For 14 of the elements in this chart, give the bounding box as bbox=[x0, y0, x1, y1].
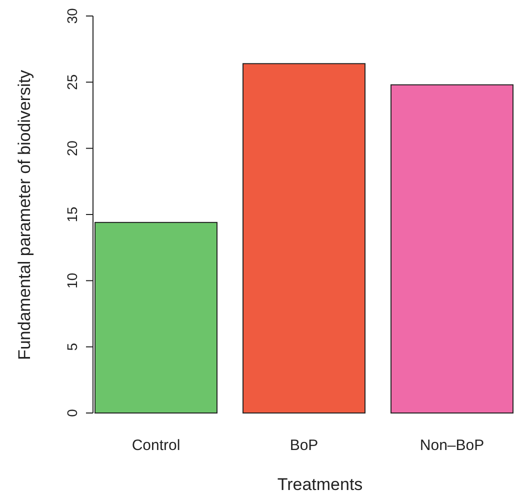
x-axis-title: Treatments bbox=[277, 475, 363, 492]
y-tick-label: 5 bbox=[64, 342, 80, 351]
y-axis-title: Fundamental parameter of biodiversity bbox=[15, 69, 34, 360]
y-tick-label: 25 bbox=[64, 74, 80, 90]
bar bbox=[242, 63, 366, 414]
y-tick-label: 15 bbox=[64, 206, 80, 222]
x-tick-label: Non–BoP bbox=[420, 437, 484, 454]
x-tick-label: Control bbox=[132, 437, 180, 454]
y-tick-label: 10 bbox=[64, 272, 80, 288]
bar bbox=[390, 84, 514, 414]
x-tick-label: BoP bbox=[290, 437, 318, 454]
y-tick-label: 30 bbox=[64, 8, 80, 24]
y-tick-label: 20 bbox=[64, 140, 80, 156]
y-tick-label: 0 bbox=[64, 408, 80, 417]
